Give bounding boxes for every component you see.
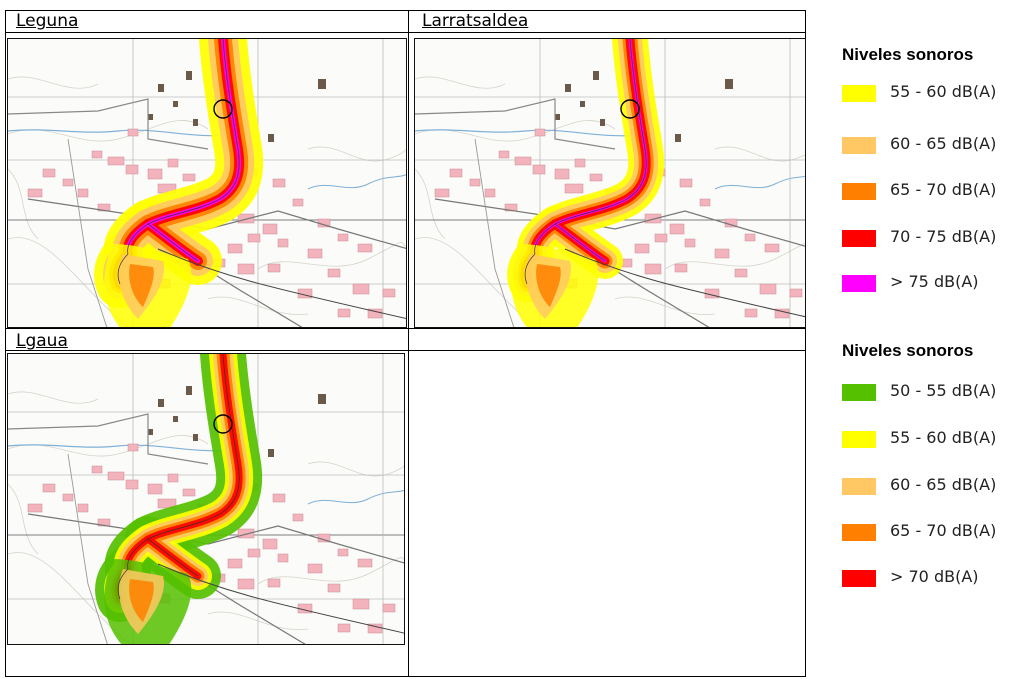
legend-item: 65 - 70 dB(A) [842,180,1022,202]
legend-noise-levels-top: Niveles sonoros 55 - 60 dB(A) 60 - 65 dB… [842,45,996,292]
legend-item: 55 - 60 dB(A) [842,82,1022,104]
table-divider [6,32,805,33]
legend-noise-levels-bottom: Niveles sonoros 50 - 55 dB(A) 55 - 60 dB… [842,341,996,587]
legend-item: 55 - 60 dB(A) [842,428,1022,450]
legend-swatch [842,275,876,292]
legend-swatch [842,183,876,200]
noise-map-leguna [7,38,407,328]
legend-item: 70 - 75 dB(A) [842,227,1022,249]
legend-swatch [842,524,876,541]
legend-label: 60 - 65 dB(A) [890,475,997,494]
legend-item: 60 - 65 dB(A) [842,134,1022,156]
panel-title-leguna: Leguna [16,11,79,31]
map-comparison-table [5,10,806,677]
legend-swatch [842,230,876,247]
panel-title-lgaua: Lgaua [16,331,68,351]
legend-swatch [842,478,876,495]
noise-map-larratsaldea [414,38,806,328]
panel-title-larratsaldea: Larratsaldea [422,11,529,31]
legend-label: 60 - 65 dB(A) [890,134,997,153]
legend-label: 65 - 70 dB(A) [890,521,997,540]
legend-label: 55 - 60 dB(A) [890,82,997,101]
table-divider [408,11,409,676]
legend-label: 65 - 70 dB(A) [890,180,997,199]
legend-label: 70 - 75 dB(A) [890,227,997,246]
legend-item: 60 - 65 dB(A) [842,475,1022,497]
legend-label: > 75 dB(A) [890,272,979,291]
legend-item: 50 - 55 dB(A) [842,381,1022,403]
legend-swatch [842,570,876,587]
legend-swatch [842,384,876,401]
legend-item: > 70 dB(A) [842,567,1022,589]
legend-swatch [842,431,876,448]
legend-title: Niveles sonoros [842,341,974,360]
noise-map-lgaua [7,353,405,645]
legend-item: 65 - 70 dB(A) [842,521,1022,543]
legend-label: 55 - 60 dB(A) [890,428,997,447]
legend-label: > 70 dB(A) [890,567,979,586]
table-divider [6,350,805,351]
legend-title: Niveles sonoros [842,45,974,64]
table-divider [6,328,805,329]
legend-item: > 75 dB(A) [842,272,1022,294]
legend-swatch [842,85,876,102]
legend-label: 50 - 55 dB(A) [890,381,997,400]
legend-swatch [842,137,876,154]
